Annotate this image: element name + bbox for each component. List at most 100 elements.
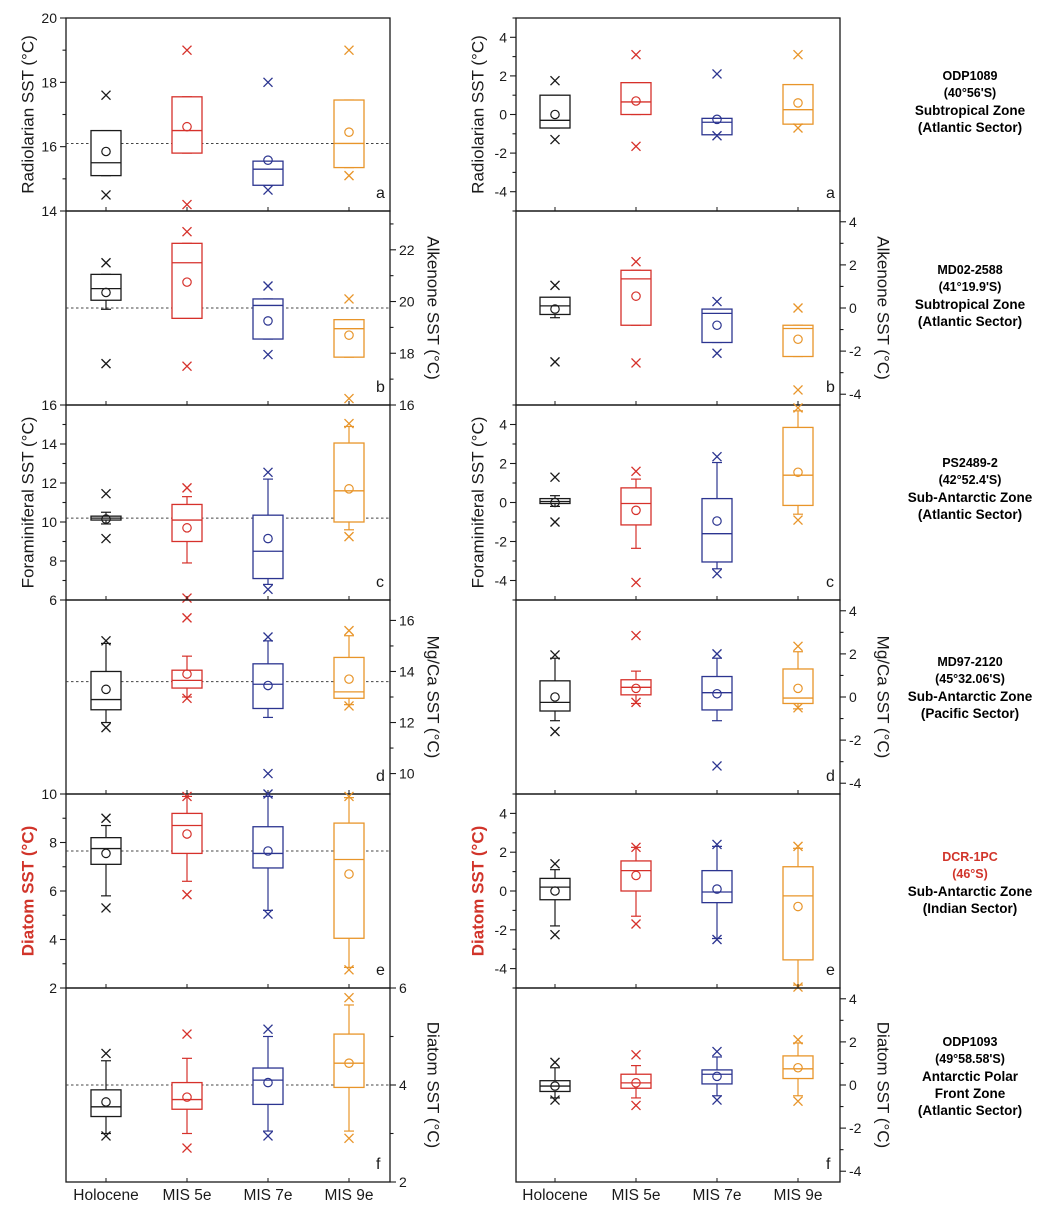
y-axis-label: Foraminiferal SST (°C) bbox=[468, 417, 487, 589]
marker-stroke bbox=[263, 77, 273, 88]
panel-letter: b bbox=[826, 379, 835, 396]
marker-stroke bbox=[631, 141, 641, 152]
marker-stroke bbox=[550, 726, 560, 737]
marker-stroke bbox=[101, 358, 111, 369]
y-tick-label: 6 bbox=[399, 980, 407, 996]
iqr-box bbox=[252, 826, 284, 869]
marker-stroke bbox=[344, 791, 354, 802]
min-marker bbox=[101, 903, 111, 913]
max-marker bbox=[793, 1034, 803, 1045]
mean-marker bbox=[631, 683, 641, 694]
y-tick-label: 14 bbox=[41, 203, 57, 219]
marker-stroke bbox=[550, 650, 560, 660]
site-zone-line1: Subtropical Zone bbox=[914, 297, 1026, 312]
y-tick-label: 8 bbox=[49, 553, 57, 569]
marker-stroke bbox=[182, 889, 192, 900]
x-category-label: MIS 7e bbox=[243, 1187, 292, 1204]
max-marker bbox=[712, 296, 722, 307]
site-zone-line1: Sub-Antarctic Zone bbox=[907, 490, 1033, 505]
iqr-box bbox=[782, 1055, 814, 1080]
y-tick-label: -4 bbox=[849, 1163, 862, 1179]
iqr-box bbox=[782, 426, 814, 507]
marker-stroke bbox=[344, 393, 354, 404]
box-mis7e bbox=[252, 467, 284, 595]
marker-stroke bbox=[263, 1024, 273, 1035]
min-marker bbox=[631, 358, 641, 368]
site-label-3: PS2489-2 (42°52.4'S) Sub-Antarctic Zone … bbox=[890, 455, 1050, 523]
marker-stroke bbox=[344, 1133, 354, 1144]
marker-stroke bbox=[344, 418, 354, 429]
marker-stroke bbox=[793, 841, 803, 852]
y-tick-label: 18 bbox=[399, 345, 415, 361]
mean-marker bbox=[344, 869, 354, 879]
mean-marker bbox=[550, 304, 560, 314]
marker-stroke bbox=[631, 358, 641, 368]
y-axis-label: Radiolarian SST (°C) bbox=[468, 35, 487, 194]
box-mis5e bbox=[171, 226, 203, 372]
min-marker bbox=[101, 189, 111, 200]
box-mis7e bbox=[252, 77, 284, 196]
min-marker bbox=[712, 1095, 722, 1106]
max-marker bbox=[344, 293, 354, 304]
site-coord: (49°58.58'S) bbox=[935, 1052, 1005, 1066]
panel-letter: f bbox=[376, 1156, 381, 1173]
marker-stroke bbox=[793, 303, 803, 313]
mean-marker bbox=[793, 683, 803, 694]
y-tick-label: 16 bbox=[399, 397, 415, 413]
site-zone-line2: (Atlantic Sector) bbox=[917, 507, 1023, 522]
max-marker bbox=[101, 90, 111, 101]
max-marker bbox=[182, 482, 192, 493]
panel-left-e: 2 4 6 8 10 Diatom SST (°C) e bbox=[18, 786, 391, 996]
box-mis9e bbox=[333, 791, 365, 975]
site-coord: (41°19.9'S) bbox=[938, 280, 1002, 294]
marker-stroke bbox=[344, 625, 354, 636]
marker-stroke bbox=[712, 69, 722, 79]
x-category-label: MIS 7e bbox=[692, 1187, 741, 1204]
marker-stroke bbox=[793, 515, 803, 526]
max-marker bbox=[344, 625, 354, 636]
iqr-box bbox=[90, 273, 122, 301]
min-marker bbox=[631, 141, 641, 152]
min-marker bbox=[712, 568, 722, 579]
box-mis5e bbox=[171, 791, 203, 900]
mean-marker bbox=[712, 1071, 722, 1082]
max-marker bbox=[712, 839, 722, 850]
panel-left-f: 2 4 6 Diatom SST (°C) f bbox=[65, 980, 443, 1190]
box-mis7e bbox=[701, 1046, 733, 1106]
marker-stroke bbox=[344, 992, 354, 1003]
min-marker bbox=[263, 185, 273, 196]
iqr-box bbox=[539, 680, 571, 712]
marker-stroke bbox=[182, 612, 192, 623]
y-axis-label: Foraminiferal SST (°C) bbox=[18, 417, 37, 589]
mean-marker bbox=[182, 121, 192, 132]
box-mis7e bbox=[701, 69, 733, 141]
site-zone-line2: Front Zone bbox=[934, 1086, 1006, 1101]
marker-stroke bbox=[101, 1130, 111, 1141]
site-name: ODP1089 bbox=[942, 69, 998, 83]
iqr-box bbox=[252, 663, 284, 710]
max-marker bbox=[712, 451, 722, 462]
min-marker bbox=[550, 929, 560, 940]
marker-stroke bbox=[631, 919, 641, 929]
marker-stroke bbox=[712, 648, 722, 659]
mean-marker bbox=[101, 1097, 111, 1107]
iqr-box bbox=[171, 812, 203, 855]
y-tick-label: 0 bbox=[849, 689, 857, 705]
site-zone-line1: Antarctic Polar bbox=[921, 1069, 1019, 1084]
y-tick-label: 8 bbox=[49, 835, 57, 851]
mean-marker bbox=[344, 674, 354, 684]
box-holocene bbox=[90, 90, 122, 200]
marker-stroke bbox=[182, 791, 192, 802]
marker-stroke bbox=[101, 903, 111, 913]
iqr-box bbox=[701, 497, 733, 563]
min-marker bbox=[263, 1130, 273, 1141]
max-marker bbox=[182, 1029, 192, 1040]
marker-stroke bbox=[793, 123, 803, 133]
marker-stroke bbox=[550, 280, 560, 291]
marker-stroke bbox=[101, 189, 111, 200]
site-name: ODP1093 bbox=[942, 1035, 998, 1049]
site-coord: (45°32.06'S) bbox=[935, 672, 1005, 686]
max-marker bbox=[631, 1049, 641, 1060]
